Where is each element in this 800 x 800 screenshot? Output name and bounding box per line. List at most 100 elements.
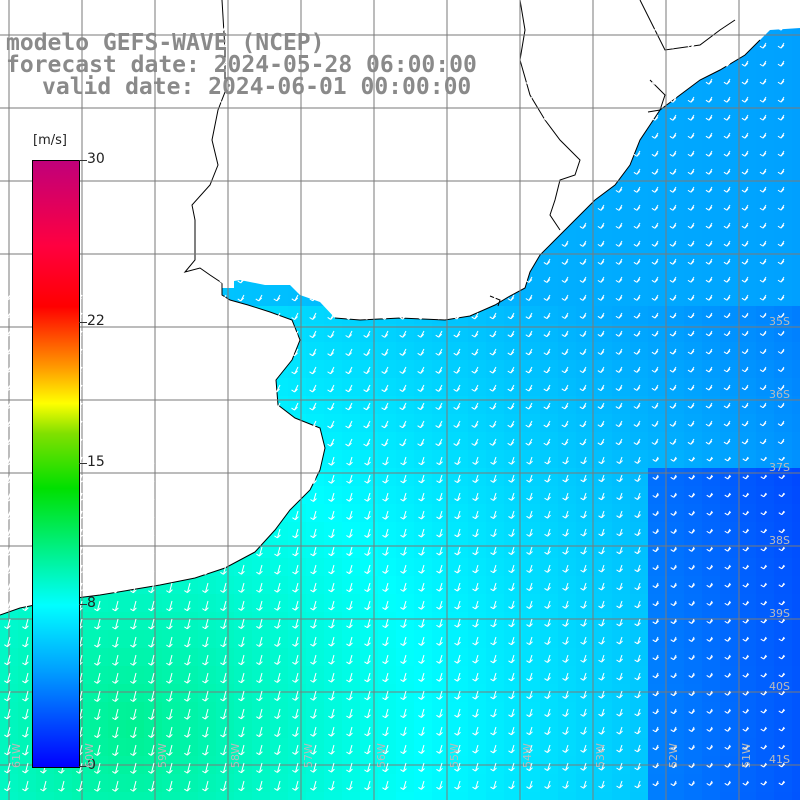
wind-arrow-head bbox=[363, 99, 371, 104]
wind-speed-cell bbox=[504, 792, 523, 800]
wind-arrow-head bbox=[489, 63, 497, 67]
wind-arrow-head bbox=[705, 26, 713, 31]
wind-arrow-head bbox=[273, 81, 281, 86]
wind-speed-cell bbox=[414, 792, 433, 800]
wind-arrow-head bbox=[471, 63, 479, 67]
wind-arrow-head bbox=[471, 135, 479, 139]
wind-arrow-head bbox=[687, 44, 695, 49]
wind-speed-cell bbox=[270, 792, 289, 800]
wind-arrow-head bbox=[597, 135, 605, 139]
wind-arrow-head bbox=[705, 44, 713, 49]
wind-arrow-head bbox=[543, 135, 551, 139]
wind-arrow-head bbox=[489, 81, 497, 85]
wind-arrow-head bbox=[219, 99, 227, 104]
wind-arrow-head bbox=[561, 63, 569, 67]
wind-arrow-head bbox=[273, 63, 281, 68]
wind-arrow-head bbox=[471, 99, 479, 103]
wind-arrow-head bbox=[759, 44, 767, 49]
wind-speed-cell bbox=[666, 792, 685, 800]
wind-arrow-head bbox=[615, 117, 623, 121]
wind-arrow-head bbox=[417, 153, 425, 158]
wind-arrow-head bbox=[399, 27, 407, 32]
wind-arrow-head bbox=[741, 62, 749, 67]
wind-arrow-head bbox=[471, 117, 479, 121]
wind-arrow-head bbox=[363, 63, 371, 68]
wind-arrow-head bbox=[327, 81, 335, 86]
wind-speed-cell bbox=[792, 504, 800, 523]
wind-speed-cell bbox=[792, 612, 800, 631]
wind-speed-cell bbox=[792, 684, 800, 703]
wind-arrow-head bbox=[507, 27, 515, 31]
wind-arrow-head bbox=[327, 45, 335, 50]
wind-arrow-head bbox=[291, 99, 299, 104]
wind-arrow-head bbox=[435, 63, 443, 68]
wind-speed-cell bbox=[72, 792, 91, 800]
wind-arrow-head bbox=[399, 117, 407, 122]
wind-arrow-head bbox=[597, 81, 605, 85]
wind-speed-cell bbox=[792, 324, 800, 343]
wind-speed-cell bbox=[342, 792, 361, 800]
wind-arrow-head bbox=[489, 135, 497, 139]
wind-arrow-head bbox=[777, 116, 785, 121]
wind-arrow-head bbox=[723, 134, 731, 139]
wind-arrow-head bbox=[435, 45, 443, 50]
wind-speed-cell bbox=[792, 720, 800, 739]
wind-arrow-head bbox=[723, 44, 731, 49]
wind-arrow-head bbox=[237, 45, 245, 50]
wind-speed-cell bbox=[90, 792, 109, 800]
wind-speed-cell bbox=[792, 342, 800, 361]
wind-speed-cell bbox=[792, 54, 800, 73]
wind-speed-cell bbox=[792, 72, 800, 91]
wind-arrow-head bbox=[669, 80, 677, 85]
wind-arrow-head bbox=[507, 153, 515, 157]
wind-arrow-head bbox=[615, 153, 623, 157]
wind-speed-cell bbox=[432, 792, 451, 800]
wind-arrow-head bbox=[399, 99, 407, 104]
wind-arrow-head bbox=[237, 153, 245, 158]
wind-arrow-head bbox=[525, 81, 533, 85]
wind-arrow-head bbox=[219, 81, 227, 86]
wind-arrow-head bbox=[489, 45, 497, 49]
wind-speed-cell bbox=[792, 108, 800, 127]
wind-speed-cell bbox=[792, 630, 800, 649]
wind-speed-cell bbox=[378, 792, 397, 800]
wind-speed-cell bbox=[792, 792, 800, 800]
wind-arrow-head bbox=[309, 99, 317, 104]
wind-arrow-head bbox=[309, 153, 317, 158]
wind-speed-cell bbox=[792, 36, 800, 55]
wind-arrow-head bbox=[507, 135, 515, 139]
wind-arrow-head bbox=[381, 135, 389, 140]
wind-arrow-head bbox=[579, 45, 587, 49]
wind-arrow-head bbox=[489, 117, 497, 121]
wind-speed-cell bbox=[108, 792, 127, 800]
wind-arrow-head bbox=[363, 153, 371, 158]
wind-arrow-head bbox=[309, 45, 317, 50]
wind-arrow-head bbox=[309, 117, 317, 122]
wind-arrow-head bbox=[633, 134, 641, 139]
wind-arrow-head bbox=[435, 135, 443, 140]
wind-speed-cell bbox=[576, 792, 595, 800]
wind-arrow-head bbox=[669, 62, 677, 67]
wind-arrow-head bbox=[309, 27, 317, 32]
wind-speed-cell bbox=[396, 792, 415, 800]
wind-arrow-head bbox=[561, 135, 569, 139]
wind-arrow-head bbox=[687, 62, 695, 67]
wind-arrow-head bbox=[363, 27, 371, 32]
wind-speed-cell bbox=[216, 792, 235, 800]
wind-arrow-head bbox=[435, 117, 443, 122]
wind-speed-cell bbox=[756, 792, 775, 800]
wind-speed-cell bbox=[450, 792, 469, 800]
wind-speed-cell bbox=[792, 288, 800, 307]
wind-arrow-head bbox=[345, 27, 353, 32]
wind-arrow-head bbox=[489, 27, 497, 31]
wind-arrow-head bbox=[363, 45, 371, 50]
wind-arrow-head bbox=[723, 80, 731, 85]
wind-arrow-head bbox=[633, 44, 641, 49]
wind-speed-cell bbox=[198, 792, 217, 800]
wind-arrow-head bbox=[525, 45, 533, 49]
wind-arrow-head bbox=[309, 81, 317, 86]
wind-arrow-head bbox=[597, 117, 605, 121]
wind-speed-cell bbox=[792, 468, 800, 487]
wind-arrow-head bbox=[669, 26, 677, 31]
wind-arrow-head bbox=[273, 153, 281, 158]
